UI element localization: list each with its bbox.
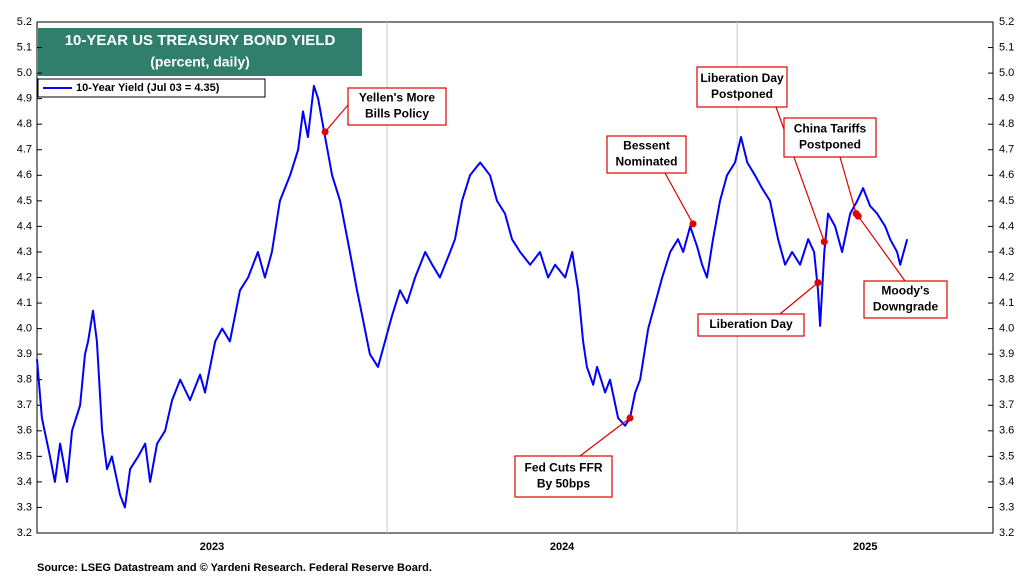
y2-tick-label: 4.9 (999, 93, 1014, 105)
annotation-point (814, 279, 822, 287)
annotation-text: Fed Cuts FFR (525, 461, 603, 475)
y-tick-label: 4.6 (17, 169, 32, 181)
annotation-point (689, 220, 697, 228)
annotation-box (606, 135, 687, 174)
annotation-text: Postponed (799, 138, 861, 152)
x-tick-label: 2025 (853, 541, 877, 553)
y-tick-label: 4.7 (17, 144, 32, 156)
y2-tick-label: 4.1 (999, 297, 1014, 309)
annotation-text: Bills Policy (365, 107, 429, 121)
annotation-text: Liberation Day (700, 71, 784, 85)
y2-tick-label: 4.4 (999, 220, 1014, 232)
y-tick-label: 3.8 (17, 374, 32, 386)
annotation-text: Yellen's More (359, 91, 436, 105)
annotation-box (863, 280, 948, 319)
annotation-point (321, 128, 329, 136)
annotation-box (696, 66, 788, 108)
annotation-box (783, 117, 877, 158)
annotation-arrow (324, 104, 349, 133)
y-tick-label: 4.9 (17, 93, 32, 105)
y2-tick-label: 4.6 (999, 169, 1014, 181)
annotation-point (854, 212, 862, 220)
annotation-arrow (579, 417, 631, 457)
y-tick-label: 3.7 (17, 399, 32, 411)
annotation-box (514, 455, 613, 498)
x-tick-label: 2024 (550, 541, 575, 553)
annotation-point (820, 238, 828, 246)
y-tick-label: 4.2 (17, 271, 32, 283)
annotation-box (697, 313, 805, 337)
x-tick-label: 2023 (200, 541, 224, 553)
legend-label: 10-Year Yield (Jul 03 = 4.35) (76, 82, 220, 94)
chart-title: 10-YEAR US TREASURY BOND YIELD (65, 32, 336, 49)
y2-tick-label: 4.2 (999, 271, 1014, 283)
y-tick-label: 5.0 (17, 67, 32, 79)
y2-tick-label: 4.0 (999, 323, 1014, 335)
y2-tick-label: 3.3 (999, 501, 1014, 513)
y-tick-label: 4.8 (17, 118, 32, 130)
y-tick-label: 4.0 (17, 323, 32, 335)
annotation-text: Postponed (711, 87, 773, 101)
y2-tick-label: 5.1 (999, 41, 1014, 53)
y-tick-label: 4.5 (17, 195, 32, 207)
y-tick-label: 3.6 (17, 425, 32, 437)
annotation-box (347, 87, 447, 126)
y-tick-label: 4.1 (17, 297, 32, 309)
annotation-point (626, 414, 634, 422)
y2-tick-label: 3.4 (999, 476, 1014, 488)
annotation-text: Downgrade (873, 300, 939, 314)
y-tick-label: 4.3 (17, 246, 32, 258)
annotation-text: Nominated (615, 155, 677, 169)
annotation-arrow (664, 172, 694, 225)
y2-tick-label: 5.0 (999, 67, 1014, 79)
source-note: Source: LSEG Datastream and © Yardeni Re… (37, 562, 432, 574)
y2-tick-label: 4.7 (999, 144, 1014, 156)
y2-tick-label: 3.2 (999, 527, 1014, 539)
y-tick-label: 5.2 (17, 16, 32, 28)
annotation-text: Moody's (881, 284, 930, 298)
y2-tick-label: 3.8 (999, 374, 1014, 386)
y2-tick-label: 3.7 (999, 399, 1014, 411)
chart-subtitle: (percent, daily) (150, 54, 250, 70)
y2-tick-label: 4.3 (999, 246, 1014, 258)
y2-tick-label: 3.6 (999, 425, 1014, 437)
y2-tick-label: 4.5 (999, 195, 1014, 207)
y2-tick-label: 3.9 (999, 348, 1014, 360)
y-tick-label: 3.9 (17, 348, 32, 360)
y-tick-label: 5.1 (17, 41, 32, 53)
y-tick-label: 3.3 (17, 501, 32, 513)
y-tick-label: 3.5 (17, 450, 32, 462)
y2-tick-label: 3.5 (999, 450, 1014, 462)
y-tick-label: 4.4 (17, 220, 32, 232)
annotation-text: By 50bps (537, 477, 591, 491)
title-box (38, 28, 362, 76)
data-line (36, 84, 909, 509)
annotation-arrow (857, 215, 906, 282)
y2-tick-label: 5.2 (999, 16, 1014, 28)
annotation-text: Bessent (623, 139, 670, 153)
annotation-arrow (839, 156, 857, 214)
annotation-arrow (779, 282, 819, 315)
y-tick-label: 3.4 (17, 476, 32, 488)
y2-tick-label: 4.8 (999, 118, 1014, 130)
annotation-text: China Tariffs (794, 122, 867, 136)
y-tick-label: 3.2 (17, 527, 32, 539)
annotation-text: Liberation Day (709, 317, 793, 331)
legend (37, 78, 266, 98)
